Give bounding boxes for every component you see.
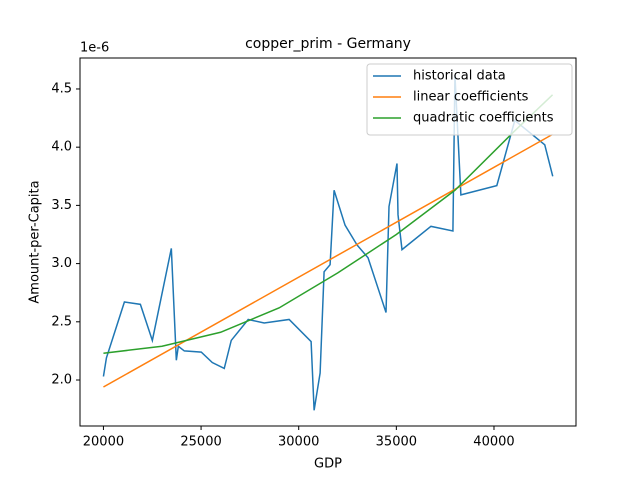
y-tick-label: 3.5 <box>51 198 72 213</box>
y-tick-label: 2.0 <box>51 373 72 388</box>
legend-box <box>366 63 573 136</box>
y-tick-label: 4.0 <box>51 140 72 155</box>
series-line <box>103 133 553 388</box>
y-tick-label: 2.5 <box>51 314 72 329</box>
y-axis-label: Amount-per-Capita <box>28 180 43 303</box>
y-offset-label: 1e-6 <box>80 41 109 56</box>
plot-frame <box>79 57 577 427</box>
x-tick-label: 30000 <box>278 435 319 450</box>
legend-label: quadratic coefficients <box>413 111 554 126</box>
x-axis-label: GDP <box>314 457 342 472</box>
legend-label: linear coefficients <box>413 90 529 105</box>
y-tick-label: 4.5 <box>51 81 72 96</box>
y-tick-label: 3.0 <box>51 256 72 271</box>
legend-label: historical data <box>413 69 506 84</box>
x-tick-label: 35000 <box>376 435 417 450</box>
series-line <box>102 74 554 411</box>
x-tick-label: 25000 <box>180 435 221 450</box>
x-tick-label: 20000 <box>83 435 124 450</box>
x-tick-label: 40000 <box>473 435 514 450</box>
series-line <box>103 94 554 354</box>
chart-title: copper_prim - Germany <box>245 36 411 52</box>
